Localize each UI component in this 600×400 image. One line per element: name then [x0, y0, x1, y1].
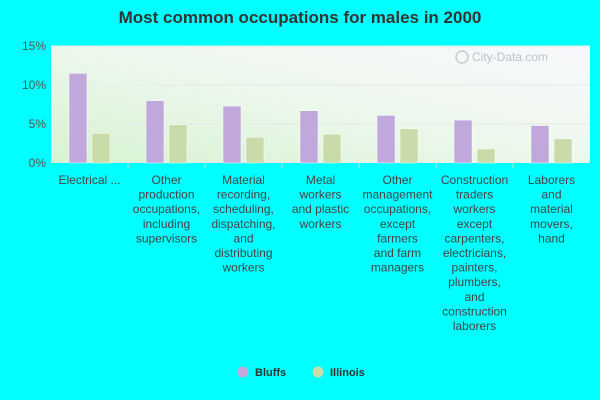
- bar-bluffs: [68, 73, 88, 164]
- x-category-label: Other production occupations, including supe…: [133, 173, 200, 245]
- bar-illinois: [399, 128, 419, 164]
- bar-illinois: [245, 137, 265, 164]
- legend-swatch-illinois: [312, 366, 324, 378]
- legend-label-illinois: Illinois: [330, 367, 365, 379]
- bar-bluffs: [222, 105, 242, 164]
- x-category-label: Laborers and material movers, hand: [528, 173, 575, 245]
- plot-area: [51, 46, 590, 163]
- bar-bluffs: [530, 125, 550, 164]
- watermark-text: City-Data.com: [472, 50, 548, 64]
- bar-bluffs: [453, 119, 473, 164]
- x-category-label: Other management occupations, except farmers…: [362, 173, 433, 275]
- y-tick-label: 10%: [22, 78, 46, 92]
- bar-illinois: [553, 138, 573, 164]
- bar-illinois: [322, 133, 342, 164]
- x-category-label: Construction traders workers except carpente…: [441, 173, 508, 333]
- bar-bluffs: [376, 115, 396, 164]
- watermark: City-Data.com: [455, 50, 548, 64]
- bar-illinois: [168, 124, 188, 164]
- bar-bluffs: [299, 110, 319, 164]
- watermark-icon: [455, 50, 469, 64]
- y-tick-label: 15%: [22, 39, 46, 53]
- x-category-label: Metal workers and plastic workers: [292, 173, 349, 231]
- x-category-label: Electrical ...: [58, 173, 120, 187]
- y-tick-label: 5%: [29, 117, 47, 131]
- legend-label-bluffs: Bluffs: [255, 367, 286, 379]
- y-tick-label: 0%: [29, 156, 47, 170]
- bar-illinois: [91, 133, 111, 164]
- bar-bluffs: [145, 100, 165, 164]
- bar-illinois: [476, 148, 496, 164]
- legend-swatch-bluffs: [237, 366, 249, 378]
- x-category-label: Material recording, scheduling, dispatching…: [211, 173, 275, 275]
- chart-title: Most common occupations for males in 200…: [118, 8, 482, 27]
